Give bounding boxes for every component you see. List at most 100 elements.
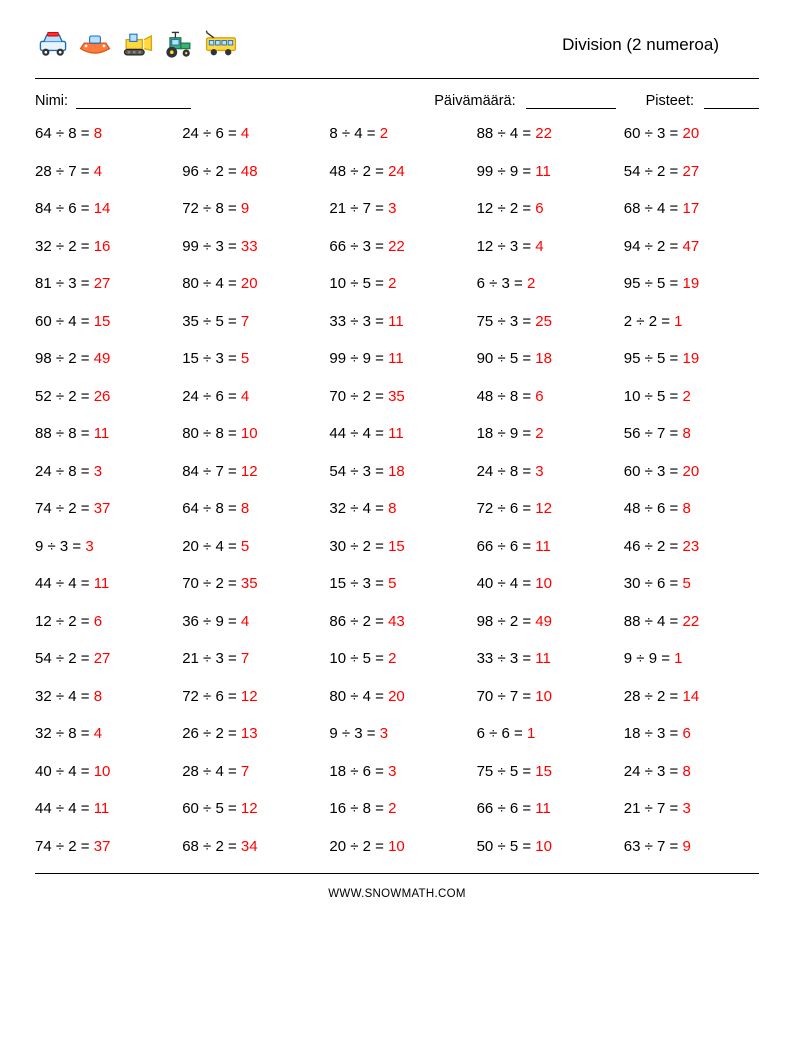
problem-cell: 24 ÷ 8 = 3 <box>477 463 612 480</box>
answer: 35 <box>241 575 258 592</box>
answer: 11 <box>535 538 551 555</box>
problem-cell: 9 ÷ 9 = 1 <box>624 650 759 667</box>
problem-cell: 28 ÷ 2 = 14 <box>624 688 759 705</box>
answer: 20 <box>683 463 700 480</box>
answer: 16 <box>94 238 111 255</box>
problem-cell: 99 ÷ 3 = 33 <box>182 238 317 255</box>
answer: 9 <box>683 838 691 855</box>
answer: 20 <box>241 275 258 292</box>
problem-cell: 70 ÷ 7 = 10 <box>477 688 612 705</box>
problem-cell: 20 ÷ 2 = 10 <box>329 838 464 855</box>
answer: 14 <box>683 688 700 705</box>
problem-cell: 32 ÷ 4 = 8 <box>329 500 464 517</box>
problem-cell: 16 ÷ 8 = 2 <box>329 800 464 817</box>
problem-cell: 18 ÷ 3 = 6 <box>624 725 759 742</box>
answer: 15 <box>388 538 405 555</box>
problem-cell: 66 ÷ 3 = 22 <box>329 238 464 255</box>
tractor-icon <box>161 30 197 60</box>
problem-cell: 28 ÷ 4 = 7 <box>182 763 317 780</box>
problem-cell: 15 ÷ 3 = 5 <box>329 575 464 592</box>
problem-cell: 24 ÷ 8 = 3 <box>35 463 170 480</box>
answer: 6 <box>535 200 543 217</box>
problem-cell: 9 ÷ 3 = 3 <box>35 538 170 555</box>
answer: 37 <box>94 500 111 517</box>
car-icon <box>35 30 71 60</box>
problem-cell: 72 ÷ 6 = 12 <box>182 688 317 705</box>
problem-cell: 54 ÷ 3 = 18 <box>329 463 464 480</box>
answer: 11 <box>388 350 404 367</box>
problem-cell: 44 ÷ 4 = 11 <box>329 425 464 442</box>
problem-grid: 64 ÷ 8 = 824 ÷ 6 = 48 ÷ 4 = 288 ÷ 4 = 22… <box>35 119 759 874</box>
vehicle-icons <box>35 30 239 60</box>
answer: 2 <box>527 275 535 292</box>
problem-cell: 24 ÷ 6 = 4 <box>182 125 317 142</box>
answer: 10 <box>388 838 405 855</box>
answer: 47 <box>683 238 700 255</box>
problem-cell: 68 ÷ 2 = 34 <box>182 838 317 855</box>
answer: 25 <box>535 313 552 330</box>
problem-cell: 70 ÷ 2 = 35 <box>182 575 317 592</box>
answer: 2 <box>388 650 396 667</box>
answer: 5 <box>241 538 249 555</box>
answer: 3 <box>94 463 102 480</box>
answer: 22 <box>388 238 405 255</box>
answer: 22 <box>535 125 552 142</box>
problem-cell: 9 ÷ 3 = 3 <box>329 725 464 742</box>
answer: 27 <box>94 650 111 667</box>
problem-cell: 24 ÷ 3 = 8 <box>624 763 759 780</box>
problem-cell: 75 ÷ 5 = 15 <box>477 763 612 780</box>
answer: 4 <box>94 163 102 180</box>
answer: 8 <box>388 500 396 517</box>
date-label: Päivämäärä: <box>434 93 515 109</box>
problem-cell: 15 ÷ 3 = 5 <box>182 350 317 367</box>
problem-cell: 44 ÷ 4 = 11 <box>35 575 170 592</box>
problem-cell: 12 ÷ 2 = 6 <box>477 200 612 217</box>
problem-cell: 54 ÷ 2 = 27 <box>624 163 759 180</box>
worksheet-page: Division (2 numeroa) Nimi: Päivämäärä: P… <box>0 0 794 1053</box>
problem-cell: 28 ÷ 7 = 4 <box>35 163 170 180</box>
bus-icon <box>203 30 239 60</box>
problem-cell: 32 ÷ 4 = 8 <box>35 688 170 705</box>
problem-cell: 88 ÷ 4 = 22 <box>624 613 759 630</box>
problem-cell: 26 ÷ 2 = 13 <box>182 725 317 742</box>
problem-cell: 96 ÷ 2 = 48 <box>182 163 317 180</box>
answer: 10 <box>241 425 258 442</box>
footer: WWW.SNOWMATH.COM <box>35 888 759 900</box>
problem-cell: 18 ÷ 6 = 3 <box>329 763 464 780</box>
answer: 8 <box>683 425 691 442</box>
answer: 3 <box>388 763 396 780</box>
problem-cell: 10 ÷ 5 = 2 <box>329 275 464 292</box>
problem-cell: 70 ÷ 2 = 35 <box>329 388 464 405</box>
problem-cell: 90 ÷ 5 = 18 <box>477 350 612 367</box>
problem-cell: 98 ÷ 2 = 49 <box>477 613 612 630</box>
answer: 5 <box>683 575 691 592</box>
answer: 2 <box>388 275 396 292</box>
answer: 33 <box>241 238 258 255</box>
problem-cell: 32 ÷ 2 = 16 <box>35 238 170 255</box>
problem-cell: 21 ÷ 3 = 7 <box>182 650 317 667</box>
answer: 48 <box>241 163 258 180</box>
problem-cell: 52 ÷ 2 = 26 <box>35 388 170 405</box>
answer: 15 <box>94 313 111 330</box>
problem-cell: 80 ÷ 4 = 20 <box>182 275 317 292</box>
problem-cell: 30 ÷ 2 = 15 <box>329 538 464 555</box>
problem-cell: 2 ÷ 2 = 1 <box>624 313 759 330</box>
problem-cell: 46 ÷ 2 = 23 <box>624 538 759 555</box>
problem-cell: 48 ÷ 2 = 24 <box>329 163 464 180</box>
answer: 37 <box>94 838 111 855</box>
answer: 1 <box>674 313 682 330</box>
problem-cell: 33 ÷ 3 = 11 <box>329 313 464 330</box>
problem-cell: 54 ÷ 2 = 27 <box>35 650 170 667</box>
score-label: Pisteet: <box>646 93 694 109</box>
answer: 8 <box>683 500 691 517</box>
problem-cell: 36 ÷ 9 = 4 <box>182 613 317 630</box>
problem-cell: 48 ÷ 8 = 6 <box>477 388 612 405</box>
boat-icon <box>77 30 113 60</box>
problem-cell: 74 ÷ 2 = 37 <box>35 500 170 517</box>
problem-cell: 60 ÷ 4 = 15 <box>35 313 170 330</box>
answer: 2 <box>683 388 691 405</box>
score-blank <box>704 94 759 109</box>
answer: 11 <box>535 800 551 817</box>
answer: 18 <box>388 463 405 480</box>
name-field: Nimi: <box>35 93 191 109</box>
